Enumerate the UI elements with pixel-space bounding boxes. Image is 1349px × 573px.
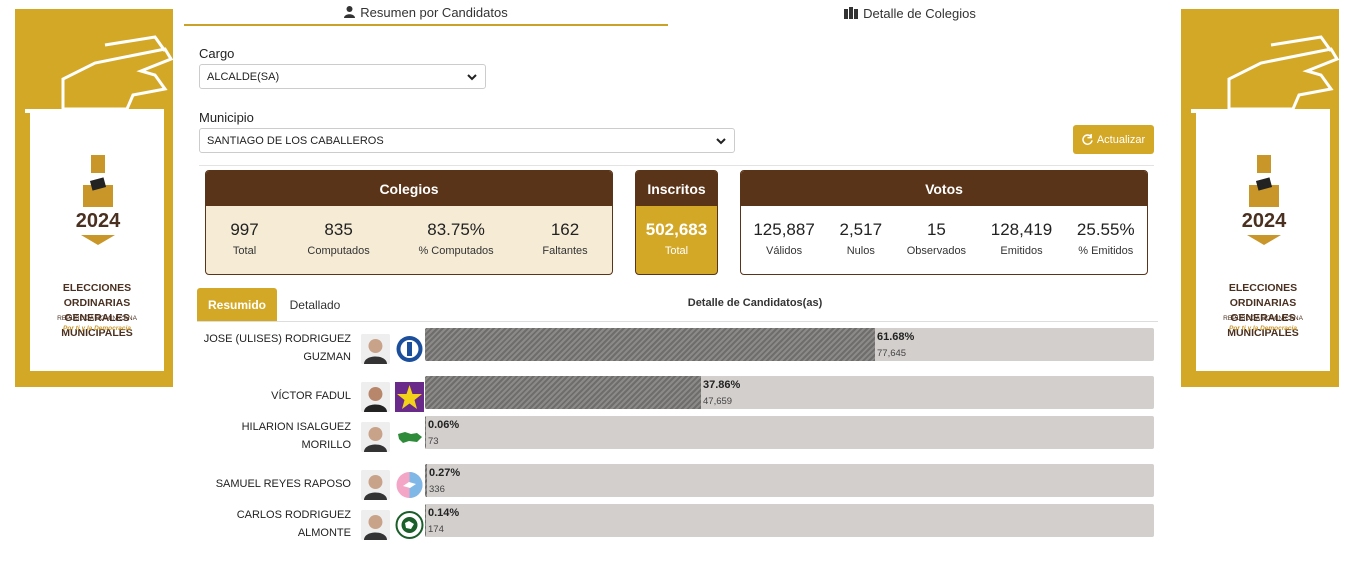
dove-party-icon [395, 470, 424, 500]
tab-resumen-candidatos[interactable]: Resumen por Candidatos [184, 0, 668, 26]
candidate-percent: 37.86% [703, 379, 741, 391]
candidate-percent: 61.68% [877, 331, 915, 343]
building-icon [844, 7, 859, 19]
votos-stat: 128,419 Emitidos [990, 220, 1053, 257]
star-party-icon [395, 382, 424, 412]
inscritos-stat: 502,683 Total [645, 220, 708, 257]
banner-title-line2: GENERALES MUNICIPALES [61, 312, 133, 339]
vote-bar-fill [425, 464, 427, 497]
candidate-name: JOSE (ULISES) RODRIGUEZ GUZMAN [203, 333, 351, 363]
municipio-select[interactable]: SANTIAGO DE LOS CABALLEROS [199, 128, 735, 153]
inscritos-panel: Inscritos 502,683 Total [635, 170, 718, 275]
divider [197, 321, 1158, 322]
jce-logo-icon: 2024 [76, 155, 121, 245]
banner-slogan: Por ti y la Democracia [1229, 325, 1297, 332]
banner-card: 2024 ELECCIONES ORDINARIAS GENERALES MUN… [1196, 109, 1330, 371]
candidate-votes: 174 [428, 524, 444, 535]
candidates-title: Detalle de Candidatos(as) [687, 297, 823, 309]
candidate-name: VÍCTOR FADUL [271, 390, 351, 402]
banner-year: 2024 [76, 210, 121, 232]
votos-title: Votos [741, 171, 1147, 206]
election-banner-right: 2024 ELECCIONES ORDINARIAS GENERALES MUN… [1181, 9, 1339, 387]
tab-detalle-label: Detalle de Colegios [863, 5, 976, 21]
vote-bar-fill [425, 416, 426, 449]
candidate-percent: 0.14% [428, 507, 460, 519]
candidate-name: CARLOS RODRIGUEZ ALMONTE [236, 509, 351, 539]
candidate-photo [361, 510, 390, 540]
tab-detalle-colegios[interactable]: Detalle de Colegios [668, 0, 1152, 26]
globe-party-icon [395, 510, 424, 540]
vote-bar [425, 416, 1154, 449]
municipio-label: Municipio [199, 110, 254, 125]
candidate-name: HILARION ISALGUEZ MORILLO [241, 421, 351, 451]
candidate-row: HILARION ISALGUEZ MORILLO 0.06% 73 [199, 416, 1155, 456]
election-banner-left: 2024 ELECCIONES ORDINARIAS GENERALES MUN… [15, 9, 173, 387]
candidate-row: VÍCTOR FADUL 37.86% 47,659 [199, 376, 1155, 416]
colegios-panel: Colegios 997 Total 835 Computados 83.75%% … [205, 170, 613, 275]
vote-bar [425, 376, 1154, 409]
vote-bar-fill [425, 504, 426, 537]
candidate-votes: 73 [428, 436, 439, 447]
colegios-stat: 162 Faltantes [542, 220, 588, 257]
colegios-stat: 835 Computados [307, 220, 370, 257]
pld-party-icon [395, 334, 424, 364]
banner-country: REPÚBLICA DOMINICANA [1223, 315, 1303, 322]
refresh-icon [1082, 134, 1093, 145]
banner-slogan: Por ti y la Democracia [63, 325, 131, 332]
banner-title: ELECCIONES ORDINARIAS GENERALES MUNICIPA… [30, 281, 164, 341]
candidate-photo [361, 470, 390, 500]
banner-title-line1: ELECCIONES ORDINARIAS [1228, 282, 1298, 309]
jce-logo-icon: 2024 [1242, 155, 1287, 245]
votos-stat: 2,517 Nulos [839, 220, 883, 257]
votos-panel: Votos 125,887 Válidos 2,517 Nulos 15 Observ… [740, 170, 1148, 275]
banner-title: ELECCIONES ORDINARIAS GENERALES MUNICIPA… [1196, 281, 1330, 341]
colegios-stat: 83.75%% Computados [418, 220, 494, 257]
candidate-photo [361, 422, 390, 452]
map-party-icon [395, 422, 424, 452]
votos-stat: 15 Observados [906, 220, 967, 257]
update-button-label: Actualizar [1096, 133, 1146, 146]
cargo-select-value: ALCALDE(SA) [207, 70, 280, 83]
candidate-row: JOSE (ULISES) RODRIGUEZ GUZMAN 61.68% 77… [199, 328, 1155, 368]
vote-bar-fill [425, 376, 701, 409]
vote-bar-fill [425, 328, 875, 361]
colegios-title: Colegios [206, 171, 612, 206]
banner-card: 2024 ELECCIONES ORDINARIAS GENERALES MUN… [30, 109, 164, 371]
banner-country: REPÚBLICA DOMINICANA [57, 315, 137, 322]
cargo-select[interactable]: ALCALDE(SA) [199, 64, 486, 89]
vote-bar [425, 464, 1154, 497]
candidate-percent: 0.27% [429, 467, 461, 479]
banner-title-line2: GENERALES MUNICIPALES [1227, 312, 1299, 339]
chevron-down-icon [467, 74, 477, 81]
candidate-photo [361, 334, 390, 364]
candidate-row: CARLOS RODRIGUEZ ALMONTE 0.14% 174 [199, 504, 1155, 544]
candidate-name: SAMUEL REYES RAPOSO [215, 478, 351, 490]
tab-resumido[interactable]: Resumido [197, 288, 277, 321]
inscritos-title: Inscritos [636, 171, 717, 206]
vote-bar [425, 328, 1154, 361]
banner-title-line1: ELECCIONES ORDINARIAS [62, 282, 132, 309]
colegios-stat: 997 Total [230, 220, 259, 257]
candidate-votes: 336 [429, 484, 445, 495]
vote-bar [425, 504, 1154, 537]
update-button[interactable]: Actualizar [1073, 125, 1154, 154]
municipio-select-value: SANTIAGO DE LOS CABALLEROS [207, 134, 384, 147]
divider [199, 165, 1154, 166]
candidate-votes: 77,645 [877, 348, 907, 359]
candidate-row: SAMUEL REYES RAPOSO 0.27% 336 [199, 464, 1155, 504]
tab-resumen-label: Resumen por Candidatos [360, 4, 508, 20]
candidate-percent: 0.06% [428, 419, 460, 431]
chevron-down-icon [716, 138, 726, 145]
cargo-label: Cargo [199, 46, 235, 61]
candidate-photo [361, 382, 390, 412]
tab-detallado[interactable]: Detallado [289, 297, 341, 312]
votos-stat: 125,887 Válidos [753, 220, 815, 257]
user-icon [344, 6, 356, 18]
candidate-votes: 47,659 [703, 396, 733, 407]
banner-year: 2024 [1242, 210, 1287, 232]
votos-stat: 25.55%% Emitidos [1076, 220, 1135, 257]
